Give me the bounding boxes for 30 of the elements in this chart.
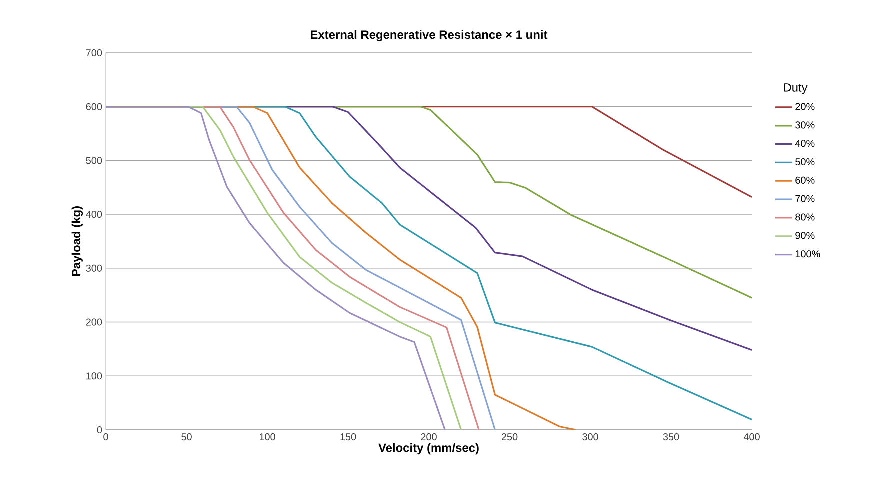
- y-tick-label: 400: [86, 211, 102, 218]
- chart-title: External Regenerative Resistance × 1 unit: [311, 30, 548, 42]
- legend-label: 100%: [796, 250, 820, 258]
- legend-label: 30%: [796, 122, 815, 129]
- y-tick-label: 200: [86, 318, 102, 326]
- x-tick-label: 100: [260, 434, 276, 441]
- x-tick-label: 0: [104, 434, 108, 441]
- legend-label: 70%: [796, 195, 815, 202]
- y-tick-label: 300: [86, 264, 102, 272]
- x-tick-label: 250: [502, 434, 518, 441]
- y-tick-label: 600: [86, 103, 102, 110]
- y-tick-label: 700: [86, 49, 102, 57]
- x-tick-label: 350: [663, 434, 680, 441]
- legend-label: 80%: [796, 214, 815, 221]
- y-axis-title: Payload (kg): [72, 206, 83, 276]
- legend-label: 90%: [796, 232, 815, 240]
- x-tick-label: 400: [744, 434, 760, 441]
- legend-title: Duty: [784, 84, 808, 94]
- y-tick-label: 100: [86, 372, 102, 380]
- legend-label: 60%: [796, 176, 815, 184]
- x-axis-title: Velocity (mm/sec): [378, 443, 479, 455]
- legend-label: 40%: [795, 140, 815, 148]
- x-tick-label: 150: [340, 434, 356, 441]
- legend-label: 20%: [796, 103, 815, 110]
- y-tick-label: 0: [97, 426, 102, 434]
- x-tick-label: 50: [182, 434, 192, 441]
- x-tick-label: 200: [421, 434, 437, 441]
- x-tick-label: 300: [582, 434, 598, 441]
- legend-label: 50%: [796, 158, 815, 166]
- y-tick-label: 500: [86, 157, 102, 164]
